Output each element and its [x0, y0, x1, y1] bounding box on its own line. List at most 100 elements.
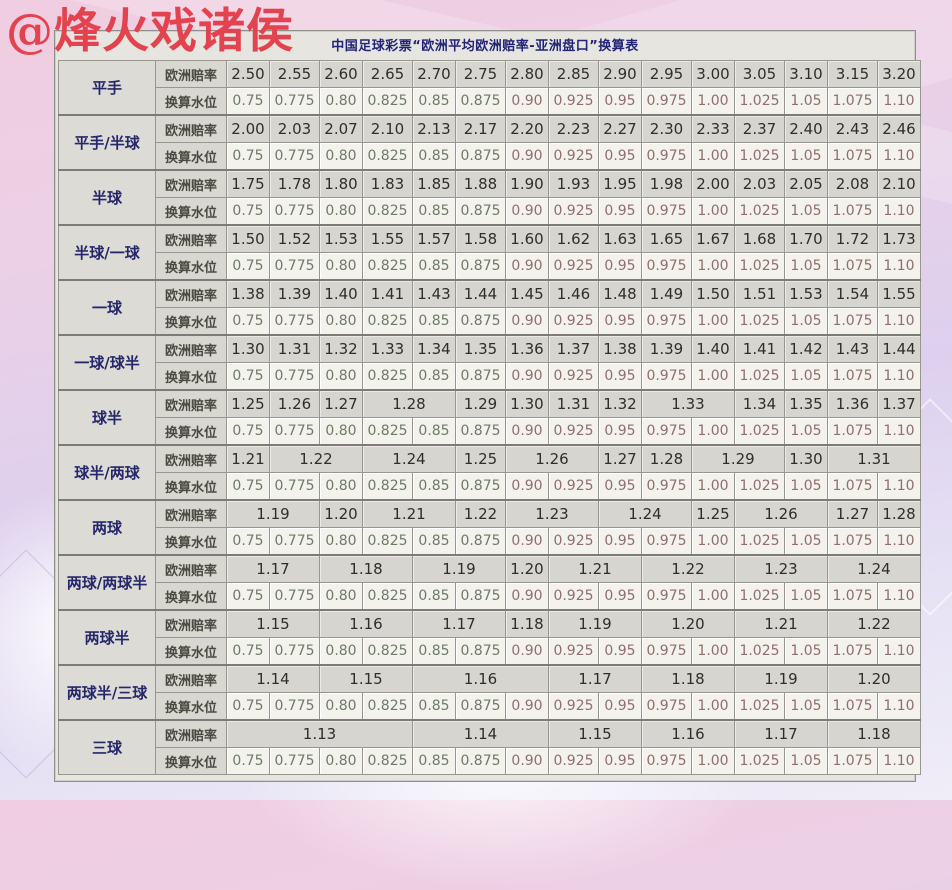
water-cell: 0.975 [641, 692, 692, 721]
handicap-label: 一球 [58, 279, 156, 336]
handicap-label: 球半 [58, 389, 156, 446]
water-cell: 0.825 [362, 417, 413, 446]
odds-cell: 1.19 [548, 609, 642, 638]
odds-cell: 2.95 [641, 60, 692, 88]
water-cell: 0.85 [412, 637, 456, 666]
odds-cell: 1.29 [691, 444, 785, 473]
odds-row-header: 欧洲赔率 [155, 60, 227, 88]
water-cell: 1.10 [877, 692, 921, 721]
water-cell: 0.80 [319, 527, 363, 556]
odds-cell: 1.53 [319, 224, 363, 253]
water-cell: 0.75 [226, 527, 270, 556]
water-cell: 0.85 [412, 197, 456, 226]
water-cell: 1.05 [784, 307, 828, 336]
water-cell: 1.05 [784, 87, 828, 116]
odds-cell: 1.19 [412, 554, 506, 583]
water-cell: 0.875 [455, 142, 506, 171]
water-cell: 0.75 [226, 307, 270, 336]
water-cell: 0.90 [505, 637, 549, 666]
odds-cell: 1.67 [691, 224, 735, 253]
handicap-label: 半球/一球 [58, 224, 156, 281]
odds-cell: 1.21 [362, 499, 456, 528]
odds-row-header: 欧洲赔率 [155, 389, 227, 418]
water-cell: 0.90 [505, 307, 549, 336]
odds-cell: 1.55 [362, 224, 413, 253]
water-cell: 0.85 [412, 527, 456, 556]
odds-cell: 1.26 [505, 444, 599, 473]
odds-cell: 2.43 [827, 114, 878, 143]
water-cell: 0.95 [598, 417, 642, 446]
odds-cell: 1.13 [226, 719, 413, 748]
water-cell: 0.90 [505, 417, 549, 446]
water-cell: 1.075 [827, 87, 878, 116]
odds-cell: 1.83 [362, 169, 413, 198]
odds-cell: 1.80 [319, 169, 363, 198]
water-cell: 0.925 [548, 87, 599, 116]
odds-cell: 2.37 [734, 114, 785, 143]
water-cell: 0.85 [412, 582, 456, 611]
odds-cell: 1.17 [548, 664, 642, 693]
water-cell: 0.825 [362, 142, 413, 171]
water-cell: 0.85 [412, 472, 456, 501]
odds-cell: 2.07 [319, 114, 363, 143]
water-cell: 0.80 [319, 747, 363, 775]
odds-cell: 3.10 [784, 60, 828, 88]
odds-cell: 1.31 [827, 444, 921, 473]
odds-cell: 1.21 [548, 554, 642, 583]
water-cell: 0.90 [505, 87, 549, 116]
water-cell: 0.85 [412, 692, 456, 721]
odds-cell: 2.70 [412, 60, 456, 88]
water-cell: 0.90 [505, 582, 549, 611]
odds-cell: 1.44 [455, 279, 506, 308]
water-cell: 0.975 [641, 582, 692, 611]
water-cell: 0.925 [548, 747, 599, 775]
water-cell: 1.05 [784, 362, 828, 391]
water-cell: 0.775 [269, 197, 320, 226]
water-cell: 0.925 [548, 637, 599, 666]
odds-cell: 1.75 [226, 169, 270, 198]
odds-table: 平手 欧洲赔率 2.50 2.55 2.60 2.65 2.70 2.75 2.80 2.85 2.… [58, 60, 921, 775]
odds-cell: 1.40 [691, 334, 735, 363]
water-cell: 0.825 [362, 692, 413, 721]
odds-cell: 1.35 [455, 334, 506, 363]
water-cell: 0.975 [641, 252, 692, 281]
water-cell: 1.05 [784, 417, 828, 446]
odds-cell: 1.24 [362, 444, 456, 473]
water-cell: 0.90 [505, 472, 549, 501]
handicap-label: 两球半 [58, 609, 156, 666]
odds-cell: 1.25 [226, 389, 270, 418]
odds-cell: 3.15 [827, 60, 878, 88]
odds-cell: 1.22 [641, 554, 735, 583]
odds-cell: 2.08 [827, 169, 878, 198]
odds-cell: 2.65 [362, 60, 413, 88]
handicap-label: 平手 [58, 60, 156, 116]
handicap-label: 半球 [58, 169, 156, 226]
water-cell: 0.95 [598, 362, 642, 391]
water-cell: 0.85 [412, 87, 456, 116]
odds-cell: 2.33 [691, 114, 735, 143]
odds-cell: 1.20 [319, 499, 363, 528]
odds-cell: 1.24 [598, 499, 692, 528]
odds-cell: 1.78 [269, 169, 320, 198]
water-cell: 1.10 [877, 252, 921, 281]
odds-cell: 1.31 [269, 334, 320, 363]
odds-cell: 1.88 [455, 169, 506, 198]
water-cell: 0.775 [269, 527, 320, 556]
odds-cell: 1.26 [269, 389, 320, 418]
water-cell: 0.875 [455, 87, 506, 116]
water-cell: 1.00 [691, 747, 735, 775]
odds-cell: 1.18 [319, 554, 413, 583]
odds-cell: 1.65 [641, 224, 692, 253]
water-cell: 0.975 [641, 87, 692, 116]
odds-cell: 1.24 [827, 554, 921, 583]
water-cell: 1.05 [784, 252, 828, 281]
water-row-header: 换算水位 [155, 472, 227, 501]
odds-cell: 1.85 [412, 169, 456, 198]
water-cell: 1.025 [734, 142, 785, 171]
water-cell: 1.00 [691, 472, 735, 501]
odds-cell: 3.20 [877, 60, 921, 88]
odds-cell: 1.62 [548, 224, 599, 253]
water-cell: 1.075 [827, 197, 878, 226]
water-cell: 0.975 [641, 142, 692, 171]
